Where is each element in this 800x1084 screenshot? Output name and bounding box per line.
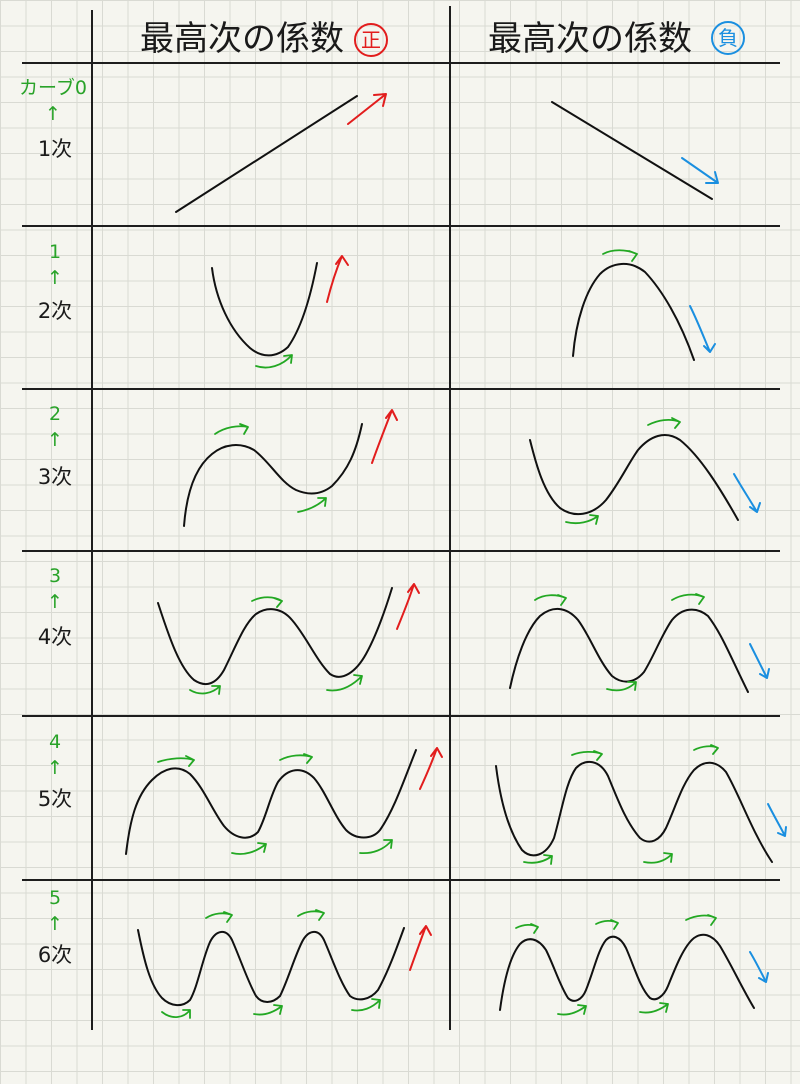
row-label-4: 3 ↑ 4次 [38, 565, 72, 649]
curve-count-label: カーブ0 [19, 76, 87, 99]
down-arrow-icon [767, 803, 787, 837]
up-arrow-icon [419, 747, 443, 790]
curved-arrow-icon [297, 909, 325, 921]
curved-arrow-icon [231, 842, 267, 855]
quartic-up [157, 587, 393, 686]
curve-count-label: 1 [49, 241, 61, 263]
up-arrow-icon [396, 583, 420, 630]
quartic-down [509, 608, 749, 693]
curved-arrow-icon [557, 1004, 587, 1016]
curved-arrow-icon [571, 750, 603, 761]
parabola-up [211, 262, 318, 357]
curved-arrow-icon [565, 514, 599, 525]
degree-label: 5次 [38, 787, 72, 811]
curved-arrow-icon [326, 674, 363, 692]
cubic-up [183, 423, 363, 527]
curved-arrow-icon [253, 1004, 283, 1016]
curve-count-label: 4 [49, 731, 61, 753]
falling-line [551, 101, 713, 200]
degree-label: 4次 [38, 625, 72, 649]
curved-arrow-icon [523, 854, 553, 865]
curved-arrow-icon [255, 354, 293, 369]
curve-count-label: 2 [49, 403, 61, 425]
row-label-5: 4 ↑ 5次 [38, 731, 72, 811]
graph-degree5-positive [125, 747, 443, 855]
down-arrow-icon [749, 643, 770, 679]
graph-degree6-negative [499, 914, 769, 1016]
graph-degree3-negative [529, 417, 761, 525]
up-arrow-icon: ↑ [47, 913, 63, 935]
curved-arrow-icon [359, 839, 393, 855]
up-arrow-icon: ↑ [47, 267, 63, 289]
down-arrow-icon [749, 951, 769, 983]
curved-arrow-icon [205, 911, 233, 923]
table-header: 最高次の係数 正 最高次の係数 負 [140, 19, 745, 59]
quintic-down [495, 760, 773, 863]
negative-column-title: 最高次の係数 [488, 19, 692, 59]
curved-arrow-icon [602, 249, 638, 262]
row-label-3: 2 ↑ 3次 [38, 403, 72, 489]
curved-arrow-icon [639, 1002, 669, 1014]
curved-arrow-icon [189, 685, 221, 695]
curve-count-label: 5 [49, 887, 61, 909]
graph-degree6-positive [137, 909, 432, 1019]
graph-degree4-positive [157, 583, 420, 695]
up-arrow-icon [347, 93, 387, 125]
curved-arrow-icon [693, 744, 719, 755]
degree-label: 6次 [38, 943, 72, 967]
curved-arrow-icon [595, 919, 619, 930]
down-arrow-icon [733, 473, 761, 513]
curve-count-label: 3 [49, 565, 61, 587]
row-label-2: 1 ↑ 2次 [38, 241, 72, 323]
down-arrow-icon [681, 157, 719, 184]
positive-badge: 正 [361, 28, 381, 52]
positive-badge-circle [354, 23, 388, 57]
row-label-6: 5 ↑ 6次 [38, 887, 72, 967]
curved-arrow-icon [515, 923, 539, 934]
down-arrow-icon [689, 305, 716, 353]
parabola-down [572, 263, 695, 361]
graph-degree3-positive [183, 409, 398, 527]
curved-arrow-icon [161, 1009, 191, 1019]
negative-badge: 負 [718, 26, 738, 50]
quintic-up [125, 749, 417, 855]
graph-degree1-negative [551, 101, 719, 200]
graph-degree4-negative [509, 593, 770, 693]
curved-arrow-icon [534, 594, 567, 606]
curved-arrow-icon [351, 998, 381, 1012]
positive-column-title: 最高次の係数 [140, 19, 344, 59]
curved-arrow-icon [297, 497, 327, 513]
up-arrow-icon: ↑ [45, 103, 61, 125]
curved-arrow-icon [647, 417, 681, 429]
cubic-down [529, 434, 739, 521]
table-grid [22, 6, 780, 1030]
graph-degree2-negative [572, 249, 716, 361]
up-arrow-icon [371, 409, 398, 464]
sextic-up [137, 927, 405, 1006]
rising-line [175, 95, 358, 213]
curved-arrow-icon [251, 596, 283, 608]
degree-label: 3次 [38, 465, 72, 489]
curved-arrow-icon [606, 681, 637, 692]
curved-arrow-icon [643, 852, 673, 864]
up-arrow-icon: ↑ [47, 429, 63, 451]
curved-arrow-icon [685, 914, 717, 926]
negative-badge-circle [711, 21, 745, 55]
graph-degree2-positive [211, 255, 349, 369]
sextic-down [499, 933, 755, 1011]
degree-label: 2次 [38, 299, 72, 323]
degree-label: 1次 [38, 137, 72, 161]
up-arrow-icon [326, 255, 349, 303]
up-arrow-icon: ↑ [47, 757, 63, 779]
row-label-1: カーブ0 ↑ 1次 [19, 76, 87, 161]
curved-arrow-icon [157, 755, 195, 767]
graph-degree5-negative [495, 744, 787, 865]
curved-arrow-icon [671, 593, 705, 605]
up-arrow-icon: ↑ [47, 591, 63, 613]
curved-arrow-icon [214, 423, 249, 435]
graph-degree1-positive [175, 93, 387, 213]
up-arrow-icon [409, 925, 432, 971]
curved-arrow-icon [279, 753, 313, 764]
